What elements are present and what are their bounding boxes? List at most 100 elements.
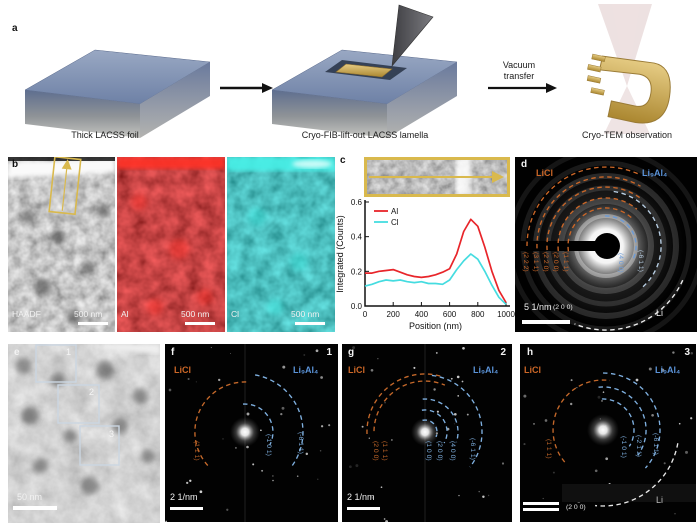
indexed-arc: [431, 374, 483, 468]
indexed-arc: [366, 373, 444, 435]
region-box-3: [79, 425, 120, 466]
fft-speckle: [436, 410, 439, 413]
fft-speckle: [328, 424, 331, 427]
region-tag-2: 2: [500, 347, 506, 358]
foil-slab: [24, 49, 211, 138]
fft-speckle: [305, 452, 309, 456]
fft1-art: (1 1 1) (-1 0 1) (-6 1 1): [165, 344, 338, 522]
beam-stop-disc: [594, 233, 620, 259]
panel-c-line-profile-chart: 0 200 400 600 800 1000 0.0 0.2 0.4 0.6 Position (n…: [335, 198, 515, 331]
haadf-bright-spots: [27, 232, 99, 325]
indexed-arc: [422, 419, 438, 438]
fft-speckle: [552, 471, 555, 474]
x-tick-label: 600: [443, 310, 457, 319]
fft-speckle: [605, 457, 609, 461]
tem-bright-corner: [103, 344, 160, 354]
fft-speckle: [458, 494, 460, 497]
y-axis-title: Integrated (Counts): [335, 215, 345, 293]
fft-speckle: [457, 395, 460, 397]
fft-speckle: [663, 462, 666, 465]
fft-speckle: [661, 368, 665, 372]
g-li9al4-label: Li₉Al₄: [473, 365, 499, 375]
ring-index-label: (-2 1 1): [635, 435, 642, 457]
d-scale-bar: [522, 320, 570, 324]
panel-b-al-map: Al 500 nm: [117, 157, 225, 332]
f-licl-label: LiCl: [174, 365, 191, 375]
f-li9al4-label: Li₉Al₄: [293, 365, 319, 375]
ring-index-label: (1 1 1): [381, 441, 388, 461]
ring-index-label: (2 0 0): [553, 304, 573, 311]
surface-crust: [8, 158, 115, 178]
y-tick-label: 0.4: [351, 233, 363, 242]
h-li9al4-label: Li₉Al₄: [655, 365, 681, 375]
fft-speckle: [280, 412, 283, 416]
fft-speckle: [523, 443, 526, 446]
indexed-arc: [421, 409, 448, 444]
fft-speckle: [189, 479, 192, 482]
fft-speckle: [651, 413, 654, 417]
g-scale-bar: [347, 507, 380, 510]
fft-speckle: [385, 520, 389, 522]
indexed-arc: [552, 379, 611, 463]
ring-index-label: (2 0 0): [552, 252, 559, 272]
region-tag-3: 3: [684, 347, 690, 358]
fft2-art: (2 0 0) (1 1 1) (1 0 0) (2 0 0) (4 0 0) (-6 1…: [342, 344, 512, 522]
panel-d-saed-pattern: (2 2 2) (3 1 1) (2 2 0) (2 0 0) (1 1 1) (4 0 …: [515, 157, 697, 332]
ring-index-label: (-6 1 1): [469, 438, 476, 460]
fft-speckle: [352, 346, 356, 350]
indexed-arc: [602, 372, 661, 469]
transfer-label: Vacuum transfer: [487, 60, 551, 82]
indexed-arc: [373, 380, 446, 432]
ring-index-label: (1 1 1): [545, 439, 552, 459]
fft-speckle: [672, 351, 675, 354]
region-3-number: 3: [109, 429, 115, 439]
fft-speckle: [320, 376, 323, 379]
fft3-art: (1 1 1) (-1 0 1) (-2 1 1) (-6 1 1) (2 0 0): [520, 344, 696, 522]
panel-b-cl-map: Cl 500 nm: [227, 157, 335, 332]
ring-index-label: (4 0 0): [449, 441, 456, 461]
cl-scale-bar: [295, 322, 325, 325]
al-map-art: [117, 157, 225, 332]
fft-speckle: [678, 422, 681, 425]
fft-speckle: [533, 423, 535, 425]
x-axis-title: Position (nm): [409, 321, 462, 331]
roi-box-icon: [48, 157, 82, 216]
haadf-scale-label: 500 nm: [74, 309, 103, 319]
panel-d-letter: d: [521, 159, 528, 170]
panel-h-letter: h: [527, 347, 534, 358]
fft-speckle: [317, 478, 319, 480]
panel-e-letter: e: [14, 347, 20, 358]
region-1-number: 1: [66, 347, 72, 357]
fft-speckle: [433, 388, 436, 391]
fft-speckle: [355, 464, 359, 468]
fft-speckle: [478, 490, 480, 493]
fft-speckle: [272, 479, 274, 482]
indexed-arc: [422, 398, 459, 443]
fft-speckle: [380, 486, 383, 489]
fft-speckle: [482, 495, 485, 498]
fft-speckle: [282, 365, 286, 369]
g-licl-label: LiCl: [348, 365, 365, 375]
fft-speckle: [461, 380, 464, 383]
legend-label: Cl: [391, 218, 399, 227]
indexed-arc: [242, 403, 274, 446]
transfer-label-line1: Vacuum: [502, 60, 536, 70]
al-bright-blobs: [131, 194, 213, 315]
beam-stop-bar: [515, 241, 607, 251]
fft-center-spot: [411, 418, 439, 446]
indexed-arc: [574, 279, 684, 331]
e-scale-label: 50 nm: [17, 492, 43, 502]
fft-speckle: [319, 450, 322, 452]
haadf-label: HAADF: [12, 309, 41, 319]
tem-grid-icon: [586, 53, 671, 124]
ring-index-label: (2 2 0): [542, 252, 549, 272]
fft-speckle: [210, 347, 212, 349]
fft-speckle: [187, 377, 190, 381]
fft-speckle: [186, 481, 189, 485]
indexed-arc: [526, 166, 641, 247]
masked-region: [562, 484, 696, 502]
fft-speckle: [260, 429, 262, 432]
step1-caption: Thick LACSS foil: [71, 130, 139, 140]
fft-speckle: [462, 346, 465, 350]
